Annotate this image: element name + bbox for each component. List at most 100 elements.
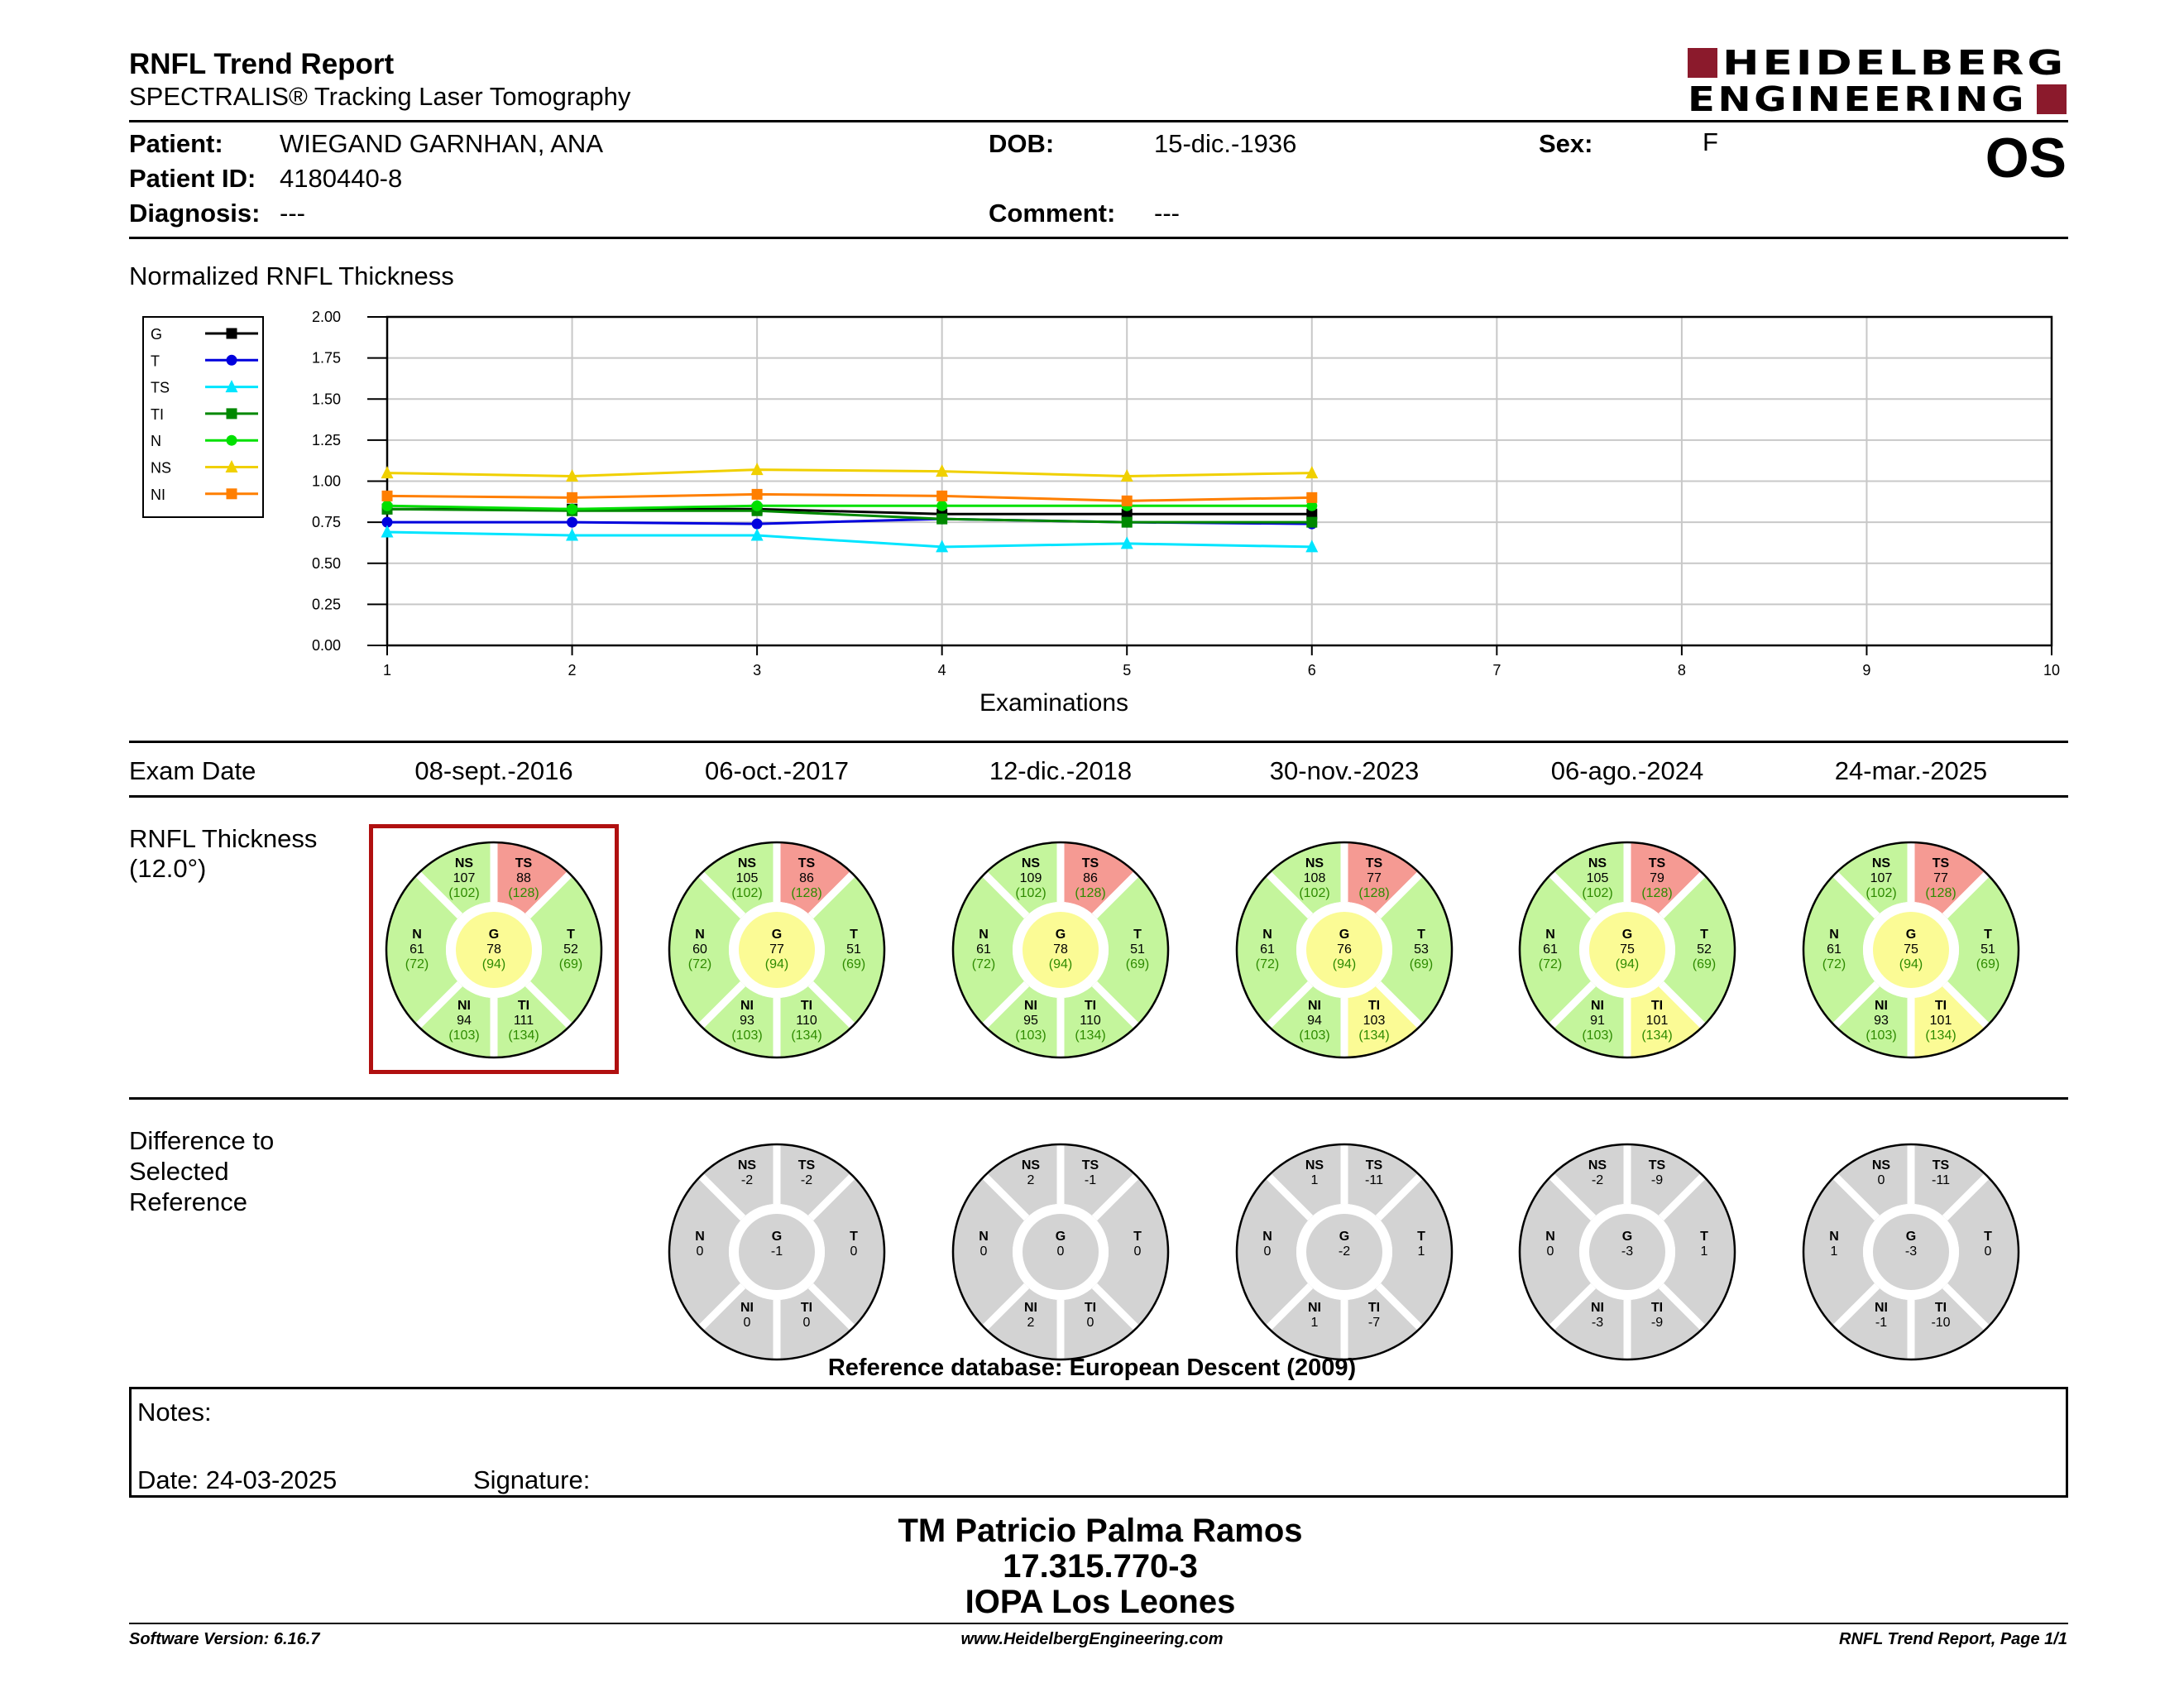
sector-divider: [1658, 981, 1707, 1030]
sector-divider: [1831, 1172, 1880, 1221]
sector-value: -2: [1592, 1173, 1603, 1187]
sector-label: N: [412, 928, 422, 942]
sector-normal-value: (69): [1693, 957, 1716, 971]
sector-value: 52: [563, 942, 578, 957]
patient-name: WIEGAND GARNHAN, ANA: [280, 129, 603, 158]
sector-divider: [980, 870, 1030, 919]
circle-outline: [1802, 841, 2020, 1059]
sector-label: TS: [1933, 856, 1950, 870]
sector-value: 0: [803, 1316, 811, 1330]
series-ns: [381, 463, 1319, 482]
sector-label: NS: [1872, 856, 1891, 870]
sector-divider: [807, 1283, 857, 1332]
legend-label: TI: [151, 406, 164, 423]
data-point: [1306, 500, 1318, 511]
sector-value: 0: [1087, 1316, 1094, 1330]
sector-ns: [418, 842, 494, 916]
sector-divider: [1375, 1172, 1425, 1221]
x-tick-label: 2: [568, 662, 577, 679]
legend-frame: [142, 316, 264, 518]
legend-label: NS: [151, 460, 171, 477]
sector-value: 53: [1414, 942, 1429, 957]
sector-value: 77: [769, 942, 784, 957]
sector-normal-value: (134): [508, 1029, 539, 1043]
sector-n: [1237, 1176, 1310, 1328]
y-tick-label: 2.00: [312, 309, 341, 325]
sector-value: 0: [1878, 1173, 1885, 1187]
sector-value: 75: [1620, 942, 1635, 957]
sector-ni: [1835, 1286, 1911, 1360]
sector-label: NS: [1305, 856, 1324, 870]
data-point: [750, 528, 764, 541]
sector-label: G: [1622, 928, 1632, 942]
sector-value: 86: [1083, 871, 1098, 885]
legend-label: TS: [151, 380, 170, 396]
exam-date: 12-dic.-2018: [989, 756, 1133, 785]
sector-label: NS: [738, 856, 757, 870]
x-tick-label: 10: [2043, 662, 2060, 679]
sector-value: 94: [1307, 1014, 1322, 1028]
data-point: [1121, 516, 1133, 528]
legend-item-ns: NS: [151, 460, 258, 477]
sector-value: 61: [1260, 942, 1275, 957]
sector-normal-value: (103): [448, 1029, 479, 1043]
sector-label: TI: [1935, 1301, 1947, 1315]
data-point: [1120, 536, 1133, 549]
series-line: [386, 507, 1312, 524]
website-link[interactable]: www.HeidelbergEngineering.com: [960, 1630, 1224, 1648]
sector-value: 95: [1023, 1014, 1038, 1028]
sector-normal-value: (94): [1049, 957, 1072, 971]
sector-value: 0: [980, 1244, 988, 1259]
data-point: [1121, 495, 1133, 506]
sector-value: 51: [1130, 942, 1145, 957]
sector-label: NI: [457, 999, 471, 1013]
sector-label: NI: [1024, 1301, 1037, 1315]
sector-ns: [1551, 1144, 1627, 1218]
data-point: [226, 354, 237, 366]
sector-divider: [807, 870, 857, 919]
sector-ns: [1268, 1144, 1344, 1218]
sector-t: [811, 1176, 884, 1328]
sector-divider: [1547, 870, 1597, 919]
series-line: [386, 530, 1312, 549]
sector-ti: [1061, 1286, 1137, 1360]
exam-date: 24-mar.-2025: [1834, 756, 1988, 785]
sector-value: -3: [1905, 1244, 1917, 1259]
sector-label: TS: [798, 1158, 816, 1172]
sector-normal-value: (72): [1256, 957, 1279, 971]
patient-id-label: Patient ID:: [129, 164, 256, 193]
sector-divider: [1942, 1283, 1991, 1332]
sector-normal-value: (128): [791, 886, 821, 900]
sector-divider: [1831, 981, 1880, 1030]
sector-label: TI: [1935, 999, 1947, 1013]
circle-outline: [385, 841, 603, 1059]
sector-label: G: [772, 1230, 782, 1244]
sector-normal-value: (134): [791, 1029, 821, 1043]
sector-label: TS: [798, 856, 816, 870]
dob-value: 15-dic.-1936: [1154, 129, 1297, 158]
sector-value: 0: [697, 1244, 704, 1259]
svg-text:HEIDELBERG: HEIDELBERG: [1722, 46, 2067, 83]
sector-normal-value: (72): [688, 957, 711, 971]
sector-normal-value: (128): [1075, 886, 1105, 900]
data-point: [225, 460, 238, 472]
sector-label: TI: [518, 999, 529, 1013]
legend-item-ti: TI: [151, 406, 258, 423]
sector-normal-value: (94): [1333, 957, 1356, 971]
sector-t: [1661, 1176, 1735, 1328]
sector-n: [1520, 874, 1593, 1026]
sector-value: 0: [850, 1244, 858, 1259]
sector-normal-value: (72): [1539, 957, 1562, 971]
sector-label: N: [695, 1230, 705, 1244]
